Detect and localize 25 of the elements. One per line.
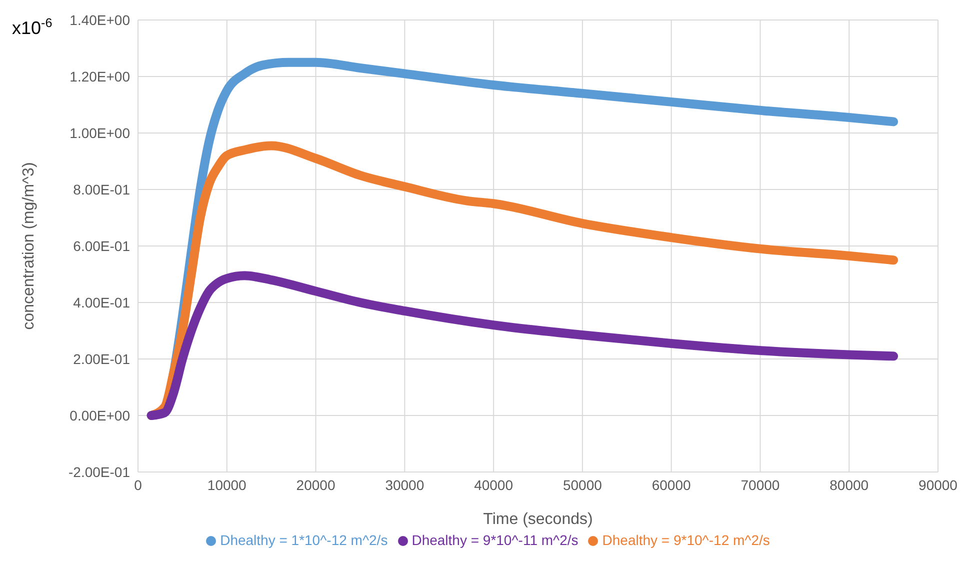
y-tick-label: 1.20E+00 bbox=[70, 68, 130, 84]
x-tick-label: 10000 bbox=[207, 476, 247, 493]
y-tick-label: 6.00E-01 bbox=[73, 238, 130, 254]
x-tick-label: 80000 bbox=[830, 476, 869, 493]
y-axis-title: concentration (mg/m^3) bbox=[20, 162, 38, 330]
legend-label: Dhealthy = 9*10^-11 m^2/s bbox=[412, 532, 578, 548]
x-tick-label: 0 bbox=[134, 476, 142, 493]
y-tick-label: 8.00E-01 bbox=[73, 181, 130, 198]
x-tick-label: 60000 bbox=[652, 476, 692, 493]
text: x10$^{-6}$ bbox=[12, 16, 52, 38]
x-tick-label: 70000 bbox=[740, 476, 780, 493]
x-tick-label: 20000 bbox=[296, 476, 336, 493]
x-axis-title: Time (seconds) bbox=[483, 511, 593, 528]
y-tick-label: 0.00E+00 bbox=[70, 407, 130, 424]
y-tick-label: 1.00E+00 bbox=[70, 124, 130, 141]
y-tick-label: 1.40E+00 bbox=[70, 12, 130, 28]
x-tick-label: 40000 bbox=[474, 476, 514, 493]
x-tick-label: 30000 bbox=[385, 476, 424, 493]
y-tick-label: -2.00E-01 bbox=[68, 464, 130, 480]
y-tick-label: 2.00E-01 bbox=[73, 350, 130, 367]
y-tick-label: 4.00E-01 bbox=[73, 294, 130, 310]
legend-label: Dhealthy = 1*10^-12 m^2/s bbox=[220, 532, 388, 548]
legend-label: Dhealthy = 9*10^-12 m^2/s bbox=[602, 532, 770, 548]
x-tick-label: 50000 bbox=[562, 476, 602, 493]
x-tick-label: 90000 bbox=[918, 476, 958, 493]
